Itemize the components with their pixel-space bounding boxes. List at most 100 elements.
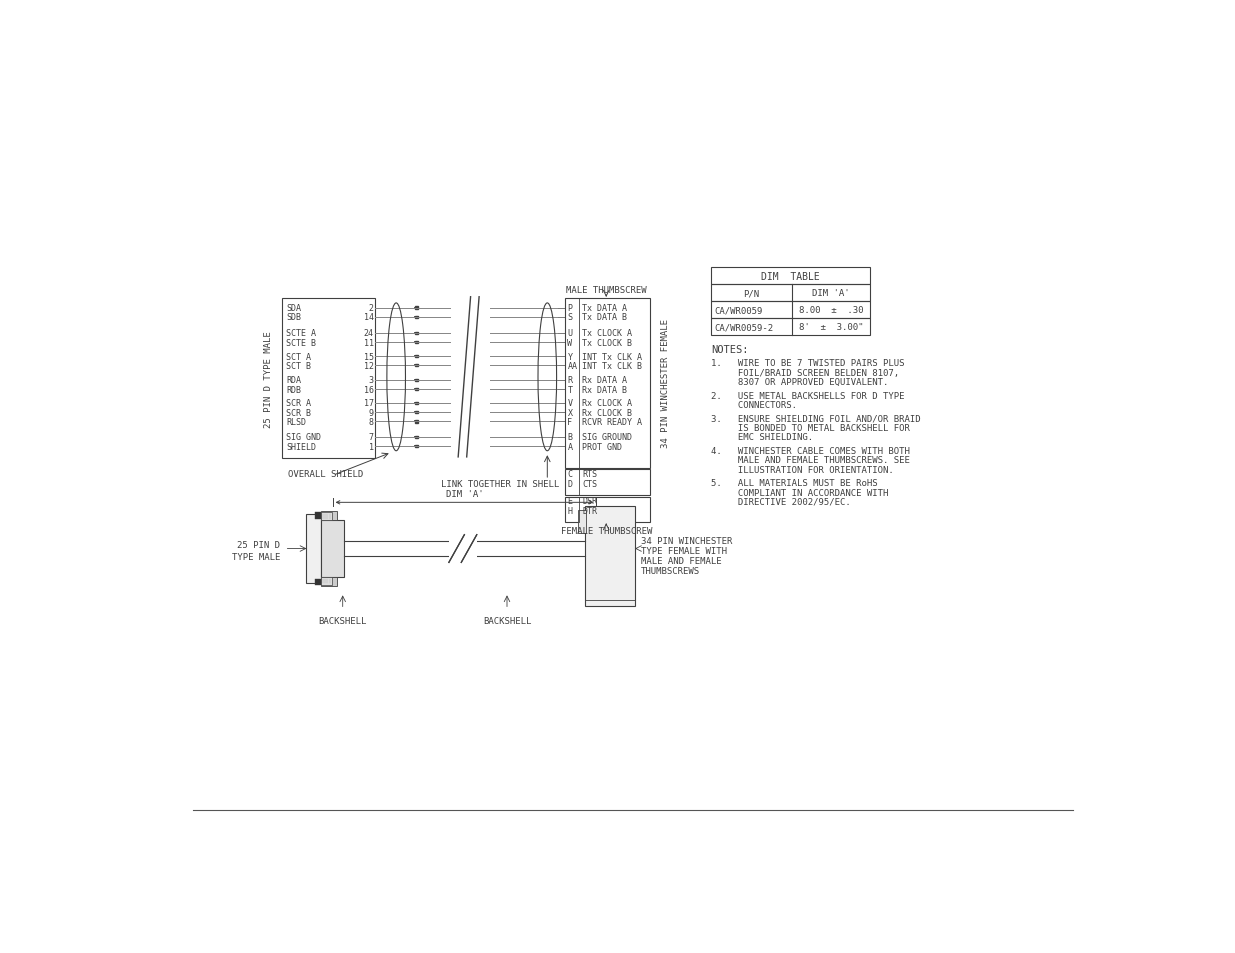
Text: 15: 15	[363, 353, 374, 361]
Bar	[305, 515, 321, 583]
Text: MALE THUMBSCREW: MALE THUMBSCREW	[566, 285, 646, 294]
Polygon shape	[415, 436, 417, 438]
Bar	[566, 470, 651, 496]
Text: 34 PIN WINCHESTER: 34 PIN WINCHESTER	[641, 537, 732, 546]
Text: RDA: RDA	[287, 376, 301, 385]
Text: BACKSHELL: BACKSHELL	[319, 616, 367, 625]
Text: Tx DATA B: Tx DATA B	[582, 313, 627, 322]
Text: S: S	[567, 313, 573, 322]
Text: U: U	[567, 329, 573, 338]
Text: Y: Y	[567, 353, 573, 361]
Text: SCR A: SCR A	[287, 399, 311, 408]
Text: 1.   WIRE TO BE 7 TWISTED PAIRS PLUS: 1. WIRE TO BE 7 TWISTED PAIRS PLUS	[711, 359, 904, 368]
Text: 9: 9	[369, 408, 374, 417]
Text: DSR: DSR	[582, 497, 598, 506]
Bar	[321, 513, 332, 520]
Text: 34 PIN WINCHESTER FEMALE: 34 PIN WINCHESTER FEMALE	[662, 319, 671, 448]
Text: THUMBSCREWS: THUMBSCREWS	[641, 567, 700, 576]
Text: DIM 'A': DIM 'A'	[446, 490, 483, 499]
Bar	[448, 534, 477, 564]
Text: SCTE A: SCTE A	[287, 329, 316, 338]
Text: 2.   USE METAL BACKSHELLS FOR D TYPE: 2. USE METAL BACKSHELLS FOR D TYPE	[711, 392, 904, 400]
Text: FEMALE THUMBSCREW: FEMALE THUMBSCREW	[561, 527, 652, 536]
Polygon shape	[415, 316, 417, 318]
Text: P: P	[567, 304, 573, 313]
Text: SCT B: SCT B	[287, 361, 311, 371]
Text: CA/WR0059: CA/WR0059	[715, 306, 763, 315]
Bar	[451, 300, 490, 456]
Text: Rx DATA B: Rx DATA B	[582, 385, 627, 395]
Bar	[566, 299, 651, 468]
Text: TYPE MALE: TYPE MALE	[231, 552, 280, 561]
Text: FOIL/BRAID SCREEN BELDEN 8107,: FOIL/BRAID SCREEN BELDEN 8107,	[711, 368, 899, 377]
Text: 4.   WINCHESTER CABLE COMES WITH BOTH: 4. WINCHESTER CABLE COMES WITH BOTH	[711, 447, 910, 456]
Text: RDB: RDB	[287, 385, 301, 395]
Text: 25 PIN D TYPE MALE: 25 PIN D TYPE MALE	[264, 331, 273, 427]
Text: MALE AND FEMALE THUMBSCREWS. SEE: MALE AND FEMALE THUMBSCREWS. SEE	[711, 456, 910, 465]
Bar	[283, 299, 375, 459]
Text: OVERALL SHIELD: OVERALL SHIELD	[289, 470, 363, 478]
Text: INT Tx CLK B: INT Tx CLK B	[582, 361, 642, 371]
Bar	[315, 513, 321, 519]
Text: RLSD: RLSD	[287, 417, 306, 427]
Text: 11: 11	[363, 338, 374, 347]
Text: 8307 OR APPROVED EQUIVALENT.: 8307 OR APPROVED EQUIVALENT.	[711, 377, 888, 386]
Text: IS BONDED TO METAL BACKSHELL FOR: IS BONDED TO METAL BACKSHELL FOR	[711, 423, 910, 433]
Text: 24: 24	[363, 329, 374, 338]
Bar	[321, 578, 332, 585]
Text: 8'  ±  3.00": 8' ± 3.00"	[799, 323, 863, 332]
Text: SIG GROUND: SIG GROUND	[582, 433, 632, 442]
Polygon shape	[415, 445, 417, 448]
Bar	[566, 497, 651, 522]
Polygon shape	[415, 342, 417, 344]
Text: DTR: DTR	[582, 507, 598, 516]
Bar	[315, 579, 321, 585]
Bar	[711, 302, 869, 319]
Text: Rx CLOCK B: Rx CLOCK B	[582, 408, 632, 417]
Text: F: F	[567, 417, 573, 427]
Text: ILLUSTRATION FOR ORIENTATION.: ILLUSTRATION FOR ORIENTATION.	[711, 465, 894, 474]
Text: SHIELD: SHIELD	[287, 442, 316, 451]
Text: C: C	[567, 470, 573, 478]
Text: 8: 8	[369, 417, 374, 427]
Text: PROT GND: PROT GND	[582, 442, 622, 451]
Text: MALE AND FEMALE: MALE AND FEMALE	[641, 557, 721, 566]
Text: E: E	[567, 497, 573, 506]
Text: SCTE B: SCTE B	[287, 338, 316, 347]
Bar	[321, 520, 345, 578]
Bar	[578, 511, 587, 534]
Text: 3: 3	[369, 376, 374, 385]
Text: D: D	[567, 479, 573, 488]
Text: Tx DATA A: Tx DATA A	[582, 304, 627, 313]
Text: TYPE FEMALE WITH: TYPE FEMALE WITH	[641, 547, 727, 556]
Text: 2: 2	[369, 304, 374, 313]
Text: V: V	[567, 399, 573, 408]
Text: BACKSHELL: BACKSHELL	[483, 616, 531, 625]
Text: RTS: RTS	[582, 470, 598, 478]
Text: Rx CLOCK A: Rx CLOCK A	[582, 399, 632, 408]
Polygon shape	[415, 307, 417, 310]
Polygon shape	[415, 412, 417, 414]
Text: Tx CLOCK A: Tx CLOCK A	[582, 329, 632, 338]
Text: T: T	[567, 385, 573, 395]
Polygon shape	[415, 365, 417, 367]
Bar	[321, 578, 336, 587]
Text: 8.00  ±  .30: 8.00 ± .30	[799, 306, 863, 315]
Text: 3.   ENSURE SHIELDING FOIL AND/OR BRAID: 3. ENSURE SHIELDING FOIL AND/OR BRAID	[711, 415, 920, 423]
Polygon shape	[415, 379, 417, 381]
Text: Tx CLOCK B: Tx CLOCK B	[582, 338, 632, 347]
Text: INT Tx CLK A: INT Tx CLK A	[582, 353, 642, 361]
Text: H: H	[567, 507, 573, 516]
Text: 1: 1	[369, 442, 374, 451]
Text: SCT A: SCT A	[287, 353, 311, 361]
Text: 5.   ALL MATERIALS MUST BE RoHS: 5. ALL MATERIALS MUST BE RoHS	[711, 479, 877, 488]
Text: RCVR READY A: RCVR READY A	[582, 417, 642, 427]
Bar	[711, 285, 869, 302]
Text: SDB: SDB	[287, 313, 301, 322]
Text: 16: 16	[363, 385, 374, 395]
Polygon shape	[415, 402, 417, 405]
Polygon shape	[415, 389, 417, 391]
Bar	[711, 319, 869, 335]
Text: 25 PIN D: 25 PIN D	[237, 540, 280, 550]
Text: LINK TOGETHER IN SHELL: LINK TOGETHER IN SHELL	[441, 479, 559, 488]
